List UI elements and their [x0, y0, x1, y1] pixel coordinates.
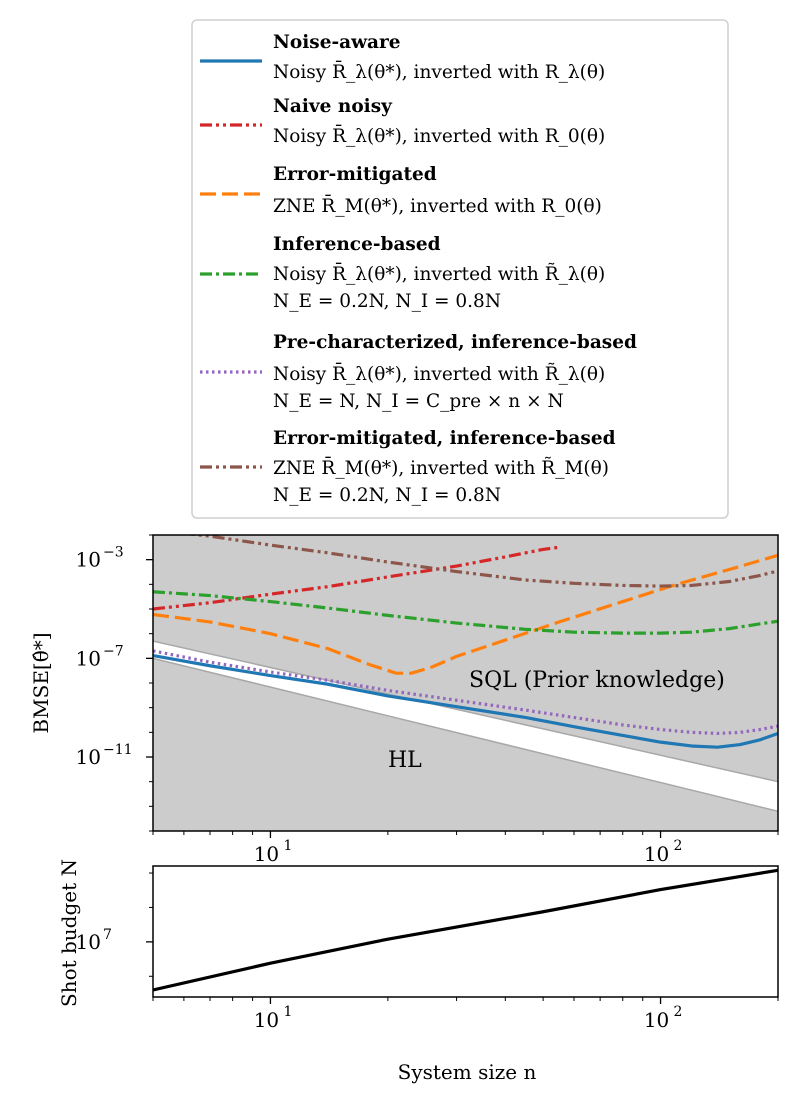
- bmse-x-tick-label: 10: [254, 842, 279, 866]
- legend-entry-noise-aware: Noise-aware Noisy R̄_λ(θ*), inverted wit…: [200, 32, 605, 83]
- series-line-error-mitigated: [153, 553, 778, 675]
- shot-x-tick-exponent: 1: [283, 1004, 292, 1020]
- legend-desc2-error-mitigated-inference: N_E = 0.2N, N_I = 0.8N: [273, 485, 501, 506]
- shot-series-group: [153, 868, 778, 992]
- series-line-pre-characterized-inference-based: [153, 649, 778, 736]
- legend-desc-error-mitigated-inference: ZNE R̄_M(θ*), inverted with R̃_M(θ): [273, 456, 609, 479]
- legend-title-noise-aware: Noise-aware: [273, 32, 401, 53]
- hl-bound-line: [153, 657, 778, 813]
- series-line-naive-noisy: [153, 545, 560, 611]
- shot-axis-ticks: 10 1 10 210 7: [76, 872, 779, 1032]
- sql-region-shading: [153, 535, 778, 782]
- bmse-y-tick-label: 10: [76, 745, 101, 769]
- bmse-panel: SQL (Prior knowledge) HL 10 1 10 210 −310 −71…: [29, 534, 779, 866]
- legend-title-naive-noisy: Naive noisy: [273, 96, 393, 117]
- legend-title-error-mitigated-inference: Error-mitigated, inference-based: [273, 428, 616, 449]
- bmse-y-tick-label: 10: [76, 646, 101, 670]
- shot-y-axis-label: Shot budget N: [57, 859, 81, 1007]
- sql-region-label: SQL (Prior knowledge): [469, 668, 725, 693]
- series-line-error-mitigated-inference-based: [184, 535, 778, 588]
- bmse-series-group: [153, 535, 778, 749]
- legend-entry-pre-characterized: Pre-characterized, inference-based Noisy…: [200, 332, 637, 412]
- legend-desc-pre-characterized: Noisy R̄_λ(θ*), inverted with R̃_λ(θ): [273, 362, 605, 385]
- bmse-x-tick-label: 10: [644, 842, 669, 866]
- shot-y-tick-label: 10: [76, 930, 101, 954]
- shot-x-tick-exponent: 2: [674, 1004, 683, 1020]
- series-line-shot-budget: [153, 868, 778, 992]
- legend-title-inference-based: Inference-based: [273, 234, 441, 255]
- x-axis-label: System size n: [398, 1060, 537, 1084]
- bmse-y-tick-label: 10: [76, 548, 101, 572]
- series-line-inference-based: [153, 590, 778, 635]
- bmse-y-tick-exponent: −7: [103, 643, 124, 659]
- shot-budget-panel: 10 1 10 210 7 Shot budget N System size n: [57, 859, 779, 1084]
- bmse-x-tick-exponent: 1: [283, 838, 292, 854]
- bmse-axis-ticks: 10 1 10 210 −310 −710 −11: [76, 534, 779, 866]
- legend-title-error-mitigated: Error-mitigated: [273, 164, 437, 185]
- sql-bound-line: [153, 640, 778, 783]
- legend-entry-error-mitigated: Error-mitigated ZNE R̄_M(θ*), inverted w…: [200, 164, 602, 217]
- shot-plot-frame: [152, 865, 779, 998]
- shot-x-tick-label: 10: [644, 1008, 669, 1032]
- legend: Noise-aware Noisy R̄_λ(θ*), inverted wit…: [191, 19, 729, 519]
- bmse-x-tick-exponent: 2: [674, 838, 683, 854]
- hl-region-shading: [153, 658, 778, 831]
- series-line-noise-aware: [153, 653, 778, 749]
- legend-entry-error-mitigated-inference: Error-mitigated, inference-based ZNE R̄_…: [200, 428, 616, 506]
- hl-region-label: HL: [388, 748, 422, 773]
- legend-desc-inference-based: Noisy R̄_λ(θ*), inverted with R̃_λ(θ): [273, 262, 605, 285]
- legend-desc-naive-noisy: Noisy R̄_λ(θ*), inverted with R_0(θ): [273, 124, 605, 147]
- legend-desc2-pre-characterized: N_E = N, N_I = C_pre × n × N: [273, 391, 564, 412]
- legend-desc2-inference-based: N_E = 0.2N, N_I = 0.8N: [273, 291, 501, 312]
- legend-desc-error-mitigated: ZNE R̄_M(θ*), inverted with R_0(θ): [273, 194, 602, 217]
- legend-desc-noise-aware: Noisy R̄_λ(θ*), inverted with R_λ(θ): [273, 60, 605, 83]
- shot-x-tick-label: 10: [254, 1008, 279, 1032]
- legend-frame: [191, 19, 729, 519]
- shot-y-tick-exponent: 7: [103, 927, 112, 943]
- legend-title-pre-characterized: Pre-characterized, inference-based: [273, 332, 637, 353]
- bmse-y-tick-exponent: −3: [103, 545, 124, 561]
- bmse-y-tick-exponent: −11: [103, 742, 133, 758]
- bmse-y-axis-label: BMSE[θ̂*]: [29, 632, 53, 733]
- legend-entry-naive-noisy: Naive noisy Noisy R̄_λ(θ*), inverted wit…: [200, 96, 605, 147]
- legend-entry-inference-based: Inference-based Noisy R̄_λ(θ*), inverted…: [200, 234, 605, 312]
